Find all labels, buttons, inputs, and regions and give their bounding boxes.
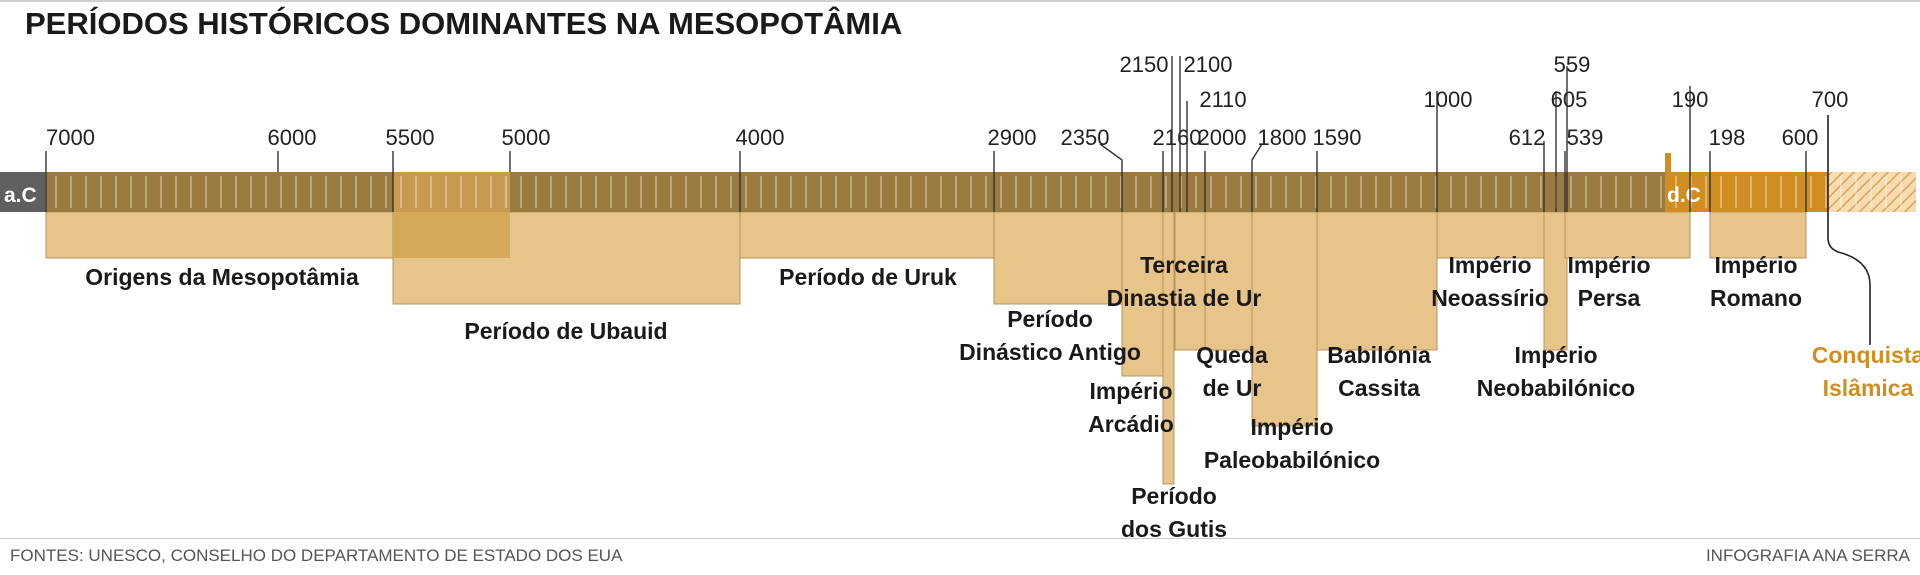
tick-label: 2350: [1061, 125, 1110, 150]
period-box: [1204, 211, 1253, 351]
tick-line: [1099, 143, 1123, 212]
period-box: [1251, 211, 1318, 427]
tick-label: 2900: [988, 125, 1037, 150]
tick-line-conquista: [1827, 115, 1871, 345]
credit-note: INFOGRAFIA ANA SERRA: [1705, 546, 1910, 565]
period-label: Império Romano: [1710, 252, 1802, 311]
bar-overlap: [393, 172, 510, 212]
period-box: [1174, 211, 1206, 351]
tick-label: 1000: [1424, 87, 1473, 112]
period-label: Império Paleobabilónico: [1204, 414, 1380, 473]
tick-label: 5000: [502, 125, 551, 150]
period-label: Conquista Islâmica: [1812, 342, 1920, 401]
tick-label: 2160: [1153, 125, 1202, 150]
source-note: FONTES: UNESCO, CONSELHO DO DEPARTAMENTO…: [10, 546, 623, 565]
era-boundary-marker: [1665, 153, 1671, 173]
period-label: Império Persa: [1567, 252, 1650, 311]
tick-label: 6000: [268, 125, 317, 150]
tick-label: 190: [1672, 87, 1709, 112]
era-marker-bc: [0, 172, 45, 212]
tick-label: 700: [1812, 87, 1849, 112]
period-label: Império Neobabilónico: [1477, 342, 1635, 401]
timeline-bar-future: [1828, 172, 1916, 212]
timeline-bar-ad: [1665, 172, 1830, 212]
period-box: [1121, 211, 1164, 377]
period-box: [1316, 211, 1438, 351]
tick-label: 1590: [1313, 125, 1362, 150]
era-label-ad: d.C: [1667, 184, 1701, 207]
tick-label: 2100: [1184, 52, 1233, 77]
tick-label: 198: [1709, 125, 1746, 150]
period-overlap: [393, 212, 510, 258]
period-label: Império Neoassírio: [1431, 252, 1549, 311]
period-label: Período de Ubauid: [464, 318, 667, 344]
footer-divider: [0, 538, 1920, 539]
period-label: Origens da Mesopotâmia: [85, 264, 359, 290]
period-label: Império Arcádio: [1088, 378, 1174, 437]
period-label: Período Dinástico Antigo: [959, 306, 1141, 365]
period-label: Terceira Dinastia de Ur: [1107, 252, 1262, 311]
tick-label: 559: [1554, 52, 1591, 77]
tick-label: 1800: [1258, 125, 1307, 150]
tick-label: 5500: [386, 125, 435, 150]
top-rule: [0, 0, 1920, 2]
period-box: [739, 211, 995, 259]
timeline-bar-bc: [24, 172, 1672, 212]
tick-label: 600: [1782, 125, 1819, 150]
period-label: Babilónia Cassita: [1327, 342, 1431, 401]
tick-label: 4000: [736, 125, 785, 150]
tick-line: [1251, 143, 1263, 212]
tick-label: 539: [1567, 125, 1604, 150]
period-label: Período dos Gutis: [1121, 483, 1227, 542]
tick-label: 605: [1551, 87, 1588, 112]
period-label: Período de Uruk: [779, 264, 957, 290]
tick-label: 612: [1509, 125, 1546, 150]
period-box: [993, 211, 1123, 305]
tick-label: 2000: [1198, 125, 1247, 150]
era-label-bc: a.C: [4, 184, 37, 207]
tick-label: 2110: [1199, 87, 1246, 112]
tick-label: 2150: [1120, 52, 1169, 77]
page-title: PERÍODOS HISTÓRICOS DOMINANTES NA MESOPO…: [25, 6, 903, 41]
period-box: [1543, 211, 1568, 351]
period-label: Queda de Ur: [1196, 342, 1268, 401]
tick-label: 7000: [46, 125, 95, 150]
